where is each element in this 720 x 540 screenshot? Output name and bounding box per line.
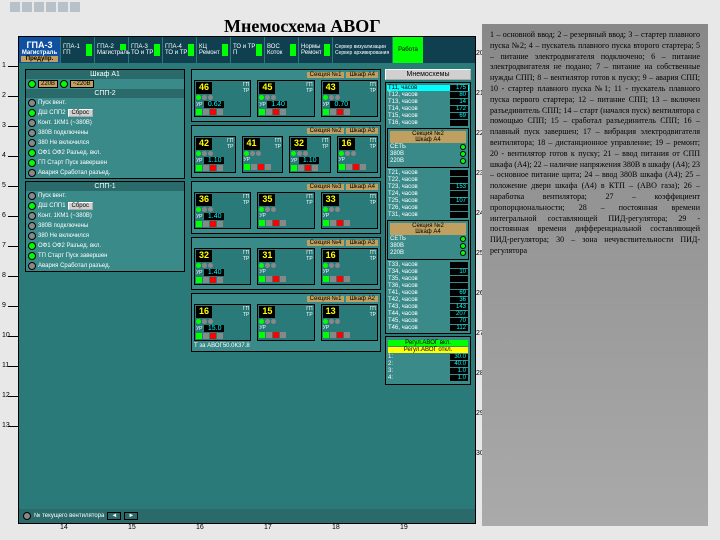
mnemoscheme-panel: ГПА-3 Магистраль Предупр. ГПА-1ГПГПА-2Ма… bbox=[18, 36, 476, 524]
right-column: Мнемосхемы Т11, часов175Т12, часов80Т13,… bbox=[385, 69, 471, 385]
shkaf-a1-title: Шкаф А1 bbox=[26, 70, 184, 79]
fan-unit[interactable]: 16ГПТР УР15.0 bbox=[194, 304, 251, 341]
t-hours-row[interactable]: Т43, часов143 bbox=[387, 304, 469, 310]
e380: 380В подключены bbox=[38, 130, 88, 136]
fan-unit[interactable]: 35ГПТР УР bbox=[257, 192, 314, 229]
spp1-of: ОФ1 ОФ2 Разъед. вкл. bbox=[38, 243, 101, 249]
v220-a: 220В bbox=[38, 80, 58, 88]
fan-unit[interactable]: 13ГПТР УР bbox=[321, 304, 378, 341]
e380n: 380 Не включился bbox=[38, 140, 89, 146]
spp1-pusk: Пуск вент. bbox=[38, 193, 66, 199]
tp-start: ТП Старт Пуск завершен bbox=[38, 253, 108, 259]
footer-text: № текущего вентилятора bbox=[34, 513, 104, 519]
fan-unit[interactable]: 43ГПТР УР0.70 bbox=[321, 80, 378, 117]
t-hours-row[interactable]: Т22, часов bbox=[387, 177, 469, 183]
header-bar: ГПА-3 Магистраль Предупр. ГПА-1ГПГПА-2Ма… bbox=[19, 37, 475, 63]
spp2-title: СПП-2 bbox=[26, 89, 184, 98]
fan-unit[interactable]: 46ГПТР УР0.62 bbox=[194, 80, 251, 117]
reset-button-2[interactable]: Сброс bbox=[68, 202, 93, 210]
t-hours-row[interactable]: Т34, часов10 bbox=[387, 269, 469, 275]
left-column: Шкаф А1 220В ~220В СПП-2 Пуск вент. ДШ СП… bbox=[25, 69, 185, 274]
spp1-panel: СПП-1 Пуск вент. ДШ СПП1Сброс Конт. 1КМ1… bbox=[25, 181, 185, 272]
t-hours-row[interactable]: Т42, часов36 bbox=[387, 297, 469, 303]
fan-unit[interactable]: 42ГПТР УР1.10 bbox=[194, 136, 236, 173]
t-hours-row[interactable]: Т35, часов bbox=[387, 276, 469, 282]
spp1-avaria: Авария Сработал разъед. bbox=[38, 263, 110, 269]
t-hours-row[interactable]: Т11, часов175 bbox=[387, 85, 469, 91]
fan-unit[interactable]: 15ГПТР УР bbox=[257, 304, 314, 341]
predupr-label: Предупр. bbox=[21, 56, 58, 62]
t-hours-row[interactable]: Т13, часов14 bbox=[387, 99, 469, 105]
gpa3-label: ГПА-3 bbox=[21, 40, 58, 50]
page-title: Мнемосхема АВОГ bbox=[224, 16, 381, 37]
t-hours-row[interactable]: Т16, часов bbox=[387, 120, 469, 126]
kont-1km1: Конт. 1КМ1 (~380В) bbox=[38, 120, 92, 126]
reg-on[interactable]: Регул.АВОГ вкл. bbox=[388, 340, 468, 346]
fan-unit[interactable]: 41ГПТР УР bbox=[242, 136, 284, 173]
t-hours-row[interactable]: Т26, часов bbox=[387, 205, 469, 211]
t-hours-row[interactable]: Т33, часов bbox=[387, 262, 469, 268]
center-sections: Секция №1Шкаф А4 46ГПТР УР0.62 45ГПТР УР… bbox=[191, 69, 381, 355]
fan-unit[interactable]: 16ГПТР УР bbox=[321, 248, 378, 285]
dsh-spp2: ДШ СПП2 bbox=[38, 110, 66, 116]
t-hours-row[interactable]: Т25, часов107 bbox=[387, 198, 469, 204]
t-hours-row[interactable]: Т46, часов112 bbox=[387, 325, 469, 331]
spp1-kont: Конт. 1КМ1 (~380В) bbox=[38, 213, 92, 219]
t-hours-row[interactable]: Т23, часов153 bbox=[387, 184, 469, 190]
spp1-title: СПП-1 bbox=[26, 182, 184, 191]
t-hours-row[interactable]: Т36, часов bbox=[387, 283, 469, 289]
fan-unit[interactable]: 45ГПТР УР1.40 bbox=[257, 80, 314, 117]
reset-button[interactable]: Сброс bbox=[68, 109, 93, 117]
fan-unit[interactable]: 33ГПТР УР bbox=[321, 192, 378, 229]
of1-of2: ОФ1 ОФ2 Разъед. вкл. bbox=[38, 150, 101, 156]
fan-unit[interactable]: 36ГПТР УР1.40 bbox=[194, 192, 251, 229]
srv2: Сервер архивирования bbox=[335, 50, 390, 56]
avaria: Авария Сработал разъед. bbox=[38, 170, 110, 176]
pusk-vent: Пуск вент. bbox=[38, 100, 66, 106]
shkaf-a1-panel: Шкаф А1 220В ~220В СПП-2 Пуск вент. ДШ СП… bbox=[25, 69, 185, 179]
fan-unit[interactable]: 32ГПТР УР1.10 bbox=[289, 136, 331, 173]
gp-start: ГП Старт Пуск завершен bbox=[38, 160, 107, 166]
spp1-380: 380В подключены bbox=[38, 223, 88, 229]
footer-bar: № текущего вентилятора ◄► bbox=[19, 509, 475, 523]
fan-unit[interactable]: 16ГПТР УР bbox=[337, 136, 379, 173]
t-hours-row[interactable]: Т31, часов bbox=[387, 212, 469, 218]
t-hours-row[interactable]: Т14, часов172 bbox=[387, 106, 469, 112]
t-hours-row[interactable]: Т41, часов69 bbox=[387, 290, 469, 296]
t-hours-row[interactable]: Т45, часов70 bbox=[387, 318, 469, 324]
status-rabota: Работа bbox=[393, 37, 423, 63]
mnemo-button[interactable]: Мнемосхемы bbox=[385, 69, 471, 80]
dsh-spp1: ДШ СПП1 bbox=[38, 203, 66, 209]
spp1-380n: 380 Не включился bbox=[38, 233, 89, 239]
t-hours-row[interactable]: Т24, часов bbox=[387, 191, 469, 197]
v220-b: ~220В bbox=[70, 80, 94, 88]
fan-unit[interactable]: 31ГПТР УР bbox=[257, 248, 314, 285]
reg-off[interactable]: Регул.АВОГ откл. bbox=[388, 347, 468, 353]
description-panel: 1 – основной ввод; 2 – резервный ввод; 3… bbox=[482, 24, 708, 526]
t-hours-list: Т11, часов175Т12, часов80Т13, часов14Т14… bbox=[385, 82, 471, 334]
fan-unit[interactable]: 32ГПТР УР1.40 bbox=[194, 248, 251, 285]
t-hours-row[interactable]: Т15, часов69 bbox=[387, 113, 469, 119]
t-hours-row[interactable]: Т12, часов80 bbox=[387, 92, 469, 98]
regulator-panel: Регул.АВОГ вкл. Регул.АВОГ откл. 1:30.02… bbox=[385, 336, 471, 385]
t-hours-row[interactable]: Т44, часов207 bbox=[387, 311, 469, 317]
t-hours-row[interactable]: Т21, часов bbox=[387, 170, 469, 176]
